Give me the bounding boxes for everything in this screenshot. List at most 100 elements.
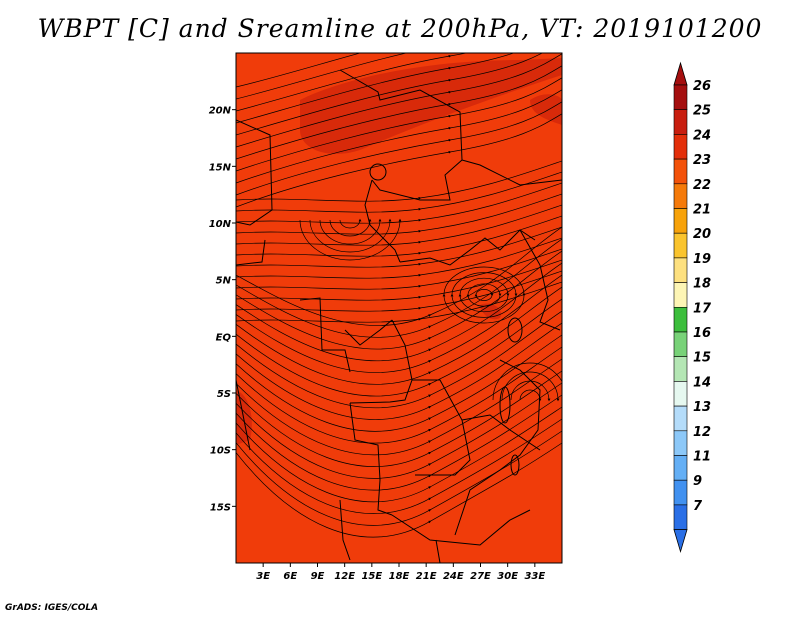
colorbar-label: 7 <box>693 499 703 514</box>
streamline <box>236 111 562 208</box>
lake-outline <box>510 454 520 476</box>
streamline <box>510 380 551 402</box>
country-border <box>344 319 393 346</box>
colorbar-label: 18 <box>693 277 711 292</box>
streamline <box>319 218 382 245</box>
lake-outline <box>369 163 387 181</box>
streamline <box>236 53 362 88</box>
colorbar-label: 9 <box>693 474 702 489</box>
colorbar-swatch <box>673 479 688 506</box>
colorbar-label: 23 <box>693 153 711 168</box>
streamline <box>442 266 526 324</box>
colorbar-swatch <box>673 381 688 407</box>
x-tick-label: 15E <box>361 571 382 582</box>
x-tick-label: 21E <box>416 571 437 582</box>
colorbar-swatch <box>673 158 688 185</box>
streamline <box>309 218 392 253</box>
country-border <box>299 297 351 373</box>
colorbar-swatch <box>673 306 688 333</box>
lake-outline <box>499 386 511 424</box>
y-tick-label: 10N <box>209 219 232 230</box>
country-border <box>519 229 561 331</box>
country-border <box>364 179 401 263</box>
colorbar-label: 16 <box>693 326 711 341</box>
streamline <box>299 218 402 261</box>
country-border <box>236 379 251 451</box>
colorbar-label: 20 <box>693 227 711 242</box>
x-tick-label: 33E <box>524 571 545 582</box>
colorbar-swatch <box>673 109 688 135</box>
country-border <box>454 359 541 536</box>
colorbar-swatch <box>673 331 688 358</box>
colorbar-swatch <box>673 430 688 456</box>
streamline <box>236 53 562 124</box>
colorbar-swatch <box>673 356 688 382</box>
colorbar-swatch <box>673 232 688 259</box>
streamline <box>329 218 372 237</box>
country-borders <box>236 69 562 563</box>
country-border <box>236 239 266 266</box>
colorbar-swatch <box>673 504 688 530</box>
colorbar-swatch <box>673 257 688 283</box>
y-tick-label: 20N <box>209 106 232 117</box>
map-title: WBPT [C] and Sreamline at 200hPa, VT: 20… <box>37 14 763 43</box>
streamline <box>492 362 562 401</box>
colorbar-swatch <box>673 84 688 111</box>
colorbar-label: 25 <box>693 104 711 119</box>
streamline <box>339 218 362 229</box>
x-tick-label: 24E <box>443 571 464 582</box>
x-axis: 3E 6E 9E 12E 15E 18E 21E 24E 27E 30E 33E <box>256 563 545 582</box>
x-tick-label: 3E <box>256 571 270 582</box>
y-tick-label: 15N <box>209 162 232 173</box>
y-tick-label: 5N <box>216 276 232 287</box>
country-border <box>412 379 471 476</box>
x-tick-label: 12E <box>334 571 355 582</box>
country-border <box>349 402 393 516</box>
map-plot-area <box>235 52 563 564</box>
colorbar-swatch <box>673 405 688 432</box>
colorbar-label: 12 <box>693 425 711 440</box>
y-tick-label: 5S <box>217 389 231 400</box>
country-border <box>391 509 531 546</box>
x-tick-label: 9E <box>311 571 325 582</box>
country-border <box>349 319 413 404</box>
country-border <box>339 499 351 561</box>
x-tick-label: 27E <box>470 571 491 582</box>
colorbar-label: 14 <box>693 375 711 390</box>
colorbar-swatch <box>673 208 688 234</box>
colorbar-label: 24 <box>693 128 711 143</box>
x-tick-label: 6E <box>283 571 297 582</box>
colorbar-label: 13 <box>693 400 711 415</box>
streamline <box>236 440 562 538</box>
colorbar-swatch <box>673 282 688 308</box>
colorbar-label: 26 <box>693 79 711 94</box>
colorbar-label: 22 <box>693 178 711 193</box>
country-border <box>461 159 562 186</box>
colorbar-label: 15 <box>693 351 711 366</box>
country-border <box>399 229 536 266</box>
colorbar-top-arrow <box>673 61 688 86</box>
credit-label: GrADS: IGES/COLA <box>5 603 99 613</box>
y-tick-label: 15S <box>210 502 231 513</box>
lake-outline <box>507 317 523 343</box>
y-tick-label: EQ <box>216 332 232 343</box>
colorbar: 26 25 24 23 22 21 20 19 18 17 16 15 14 13 12 11 9 7 <box>673 61 712 554</box>
country-border <box>461 414 541 451</box>
y-tick-label: 10S <box>210 446 231 457</box>
colorbar-swatch <box>673 455 688 481</box>
colorbar-label: 21 <box>693 203 711 218</box>
streamline <box>501 371 560 402</box>
colorbar-swatch <box>673 134 688 160</box>
colorbar-swatch <box>673 183 688 209</box>
streamline <box>236 53 562 112</box>
colorbar-label: 19 <box>693 252 711 267</box>
y-axis: 20N 15N 10N 5N EQ 5S 10S 15S <box>209 106 236 513</box>
colorbar-label: 17 <box>693 301 712 316</box>
colorbar-bottom-arrow <box>673 529 688 554</box>
streamlines <box>236 53 562 538</box>
x-tick-label: 18E <box>389 571 410 582</box>
streamline <box>236 53 408 100</box>
x-tick-label: 30E <box>497 571 518 582</box>
country-border <box>236 119 273 226</box>
